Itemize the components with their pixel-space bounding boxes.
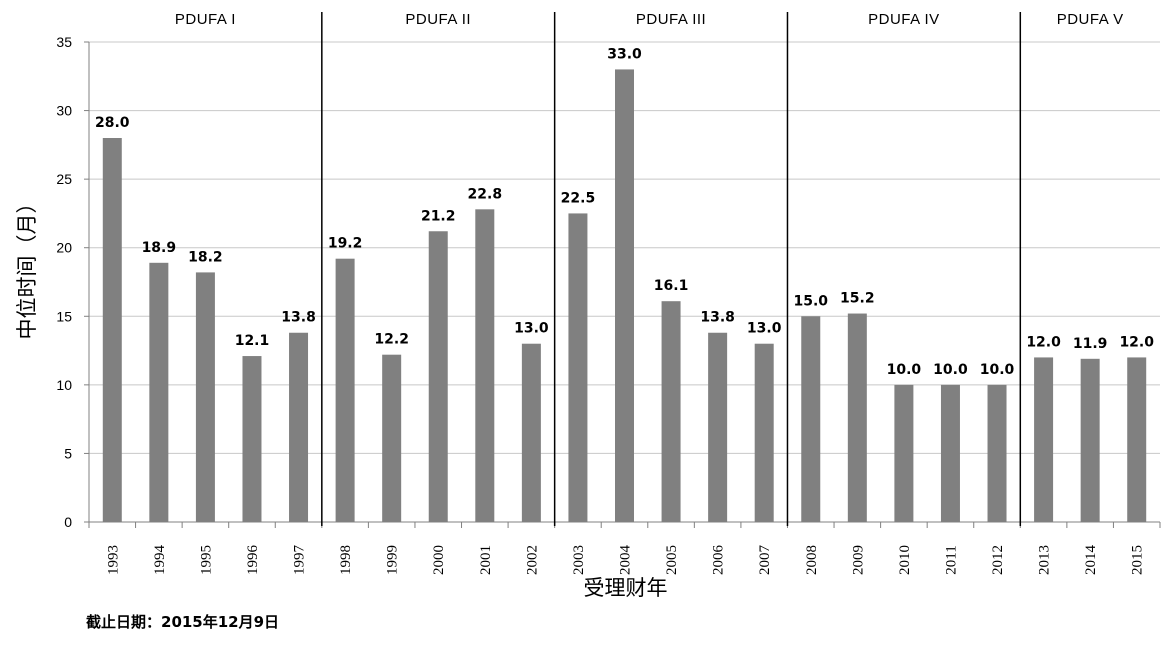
x-tick-label: 2006 [711, 545, 727, 576]
bar [242, 356, 262, 522]
bar [475, 209, 495, 523]
x-tick-label: 2008 [804, 545, 820, 575]
data-label: 21.2 [421, 208, 456, 224]
bar [801, 316, 821, 522]
bar [1080, 358, 1100, 522]
data-label: 13.0 [514, 321, 549, 337]
data-label: 10.0 [980, 362, 1015, 378]
bar [149, 262, 169, 522]
x-tick-label: 2004 [618, 545, 634, 576]
x-tick-label: 2001 [478, 545, 494, 575]
data-label: 33.0 [607, 46, 642, 62]
era-label: PDUFA II [405, 11, 471, 28]
x-tick-label: 1999 [385, 545, 401, 575]
era-label: PDUFA IV [868, 11, 940, 28]
data-label: 10.0 [933, 362, 968, 378]
data-label: 16.1 [654, 278, 689, 294]
x-tick-label: 1994 [152, 545, 168, 576]
x-tick-label: 2014 [1083, 545, 1099, 576]
data-label: 13.8 [700, 310, 735, 326]
x-tick-label: 1997 [292, 545, 308, 576]
y-axis-title: 中位时间（月） [15, 193, 39, 340]
bar [521, 343, 541, 522]
era-label: PDUFA III [636, 11, 706, 28]
bar [708, 332, 728, 522]
era-label: PDUFA V [1057, 11, 1124, 28]
x-tick-label: 2005 [664, 545, 680, 575]
y-tick-label: 15 [56, 308, 72, 324]
x-tick-label: 1993 [105, 545, 121, 575]
x-tick-label: 2003 [571, 545, 587, 575]
data-label: 19.2 [328, 236, 363, 252]
bar [615, 69, 634, 522]
x-tick-label: 2012 [990, 545, 1006, 575]
data-label: 12.1 [235, 333, 270, 349]
data-label: 12.0 [1026, 334, 1061, 350]
bar [1034, 357, 1054, 522]
bar [661, 301, 681, 522]
bar [195, 272, 215, 522]
x-tick-label: 1998 [338, 545, 354, 575]
y-tick-label: 10 [56, 377, 72, 393]
data-label: 13.8 [281, 310, 316, 326]
data-label: 28.0 [95, 115, 130, 131]
y-tick-label: 5 [64, 445, 72, 461]
y-tick-label: 20 [56, 240, 72, 256]
data-label: 22.8 [468, 186, 503, 202]
era-label: PDUFA I [175, 11, 236, 28]
data-label: 18.9 [142, 240, 177, 256]
bar [568, 213, 588, 522]
data-label: 11.9 [1073, 336, 1108, 352]
data-label: 12.0 [1119, 334, 1154, 350]
cutoff-date-footnote: 截止日期：2015年12月9日 [86, 613, 280, 631]
bar [847, 313, 867, 522]
data-label: 13.0 [747, 321, 782, 337]
data-label: 12.2 [374, 332, 409, 348]
data-label: 22.5 [561, 190, 596, 206]
bar [940, 384, 960, 522]
data-label: 15.2 [840, 291, 875, 307]
x-tick-label: 2009 [850, 545, 866, 575]
y-tick-label: 30 [56, 103, 72, 119]
bar [894, 384, 914, 522]
bar [102, 138, 122, 522]
bar [1127, 357, 1147, 522]
y-tick-label: 25 [56, 171, 72, 187]
y-tick-label: 0 [64, 514, 72, 530]
x-tick-label: 2002 [524, 545, 540, 575]
data-label: 10.0 [887, 362, 922, 378]
y-tick-label: 35 [56, 34, 72, 50]
x-axis-title: 受理财年 [584, 576, 668, 600]
bar [754, 343, 774, 522]
x-tick-label: 1996 [245, 545, 261, 576]
x-tick-label: 2013 [1037, 545, 1053, 575]
bar [289, 332, 309, 522]
bar [428, 231, 448, 522]
x-tick-label: 2010 [897, 545, 913, 575]
x-tick-label: 2015 [1130, 545, 1146, 575]
x-tick-label: 2000 [431, 545, 447, 575]
x-tick-label: 2011 [943, 545, 959, 574]
bar [382, 354, 402, 522]
bar [987, 384, 1007, 522]
x-tick-label: 1995 [198, 545, 214, 575]
x-tick-label: 2007 [757, 545, 773, 576]
data-label: 15.0 [793, 293, 828, 309]
data-label: 18.2 [188, 249, 223, 265]
bar [335, 258, 355, 522]
